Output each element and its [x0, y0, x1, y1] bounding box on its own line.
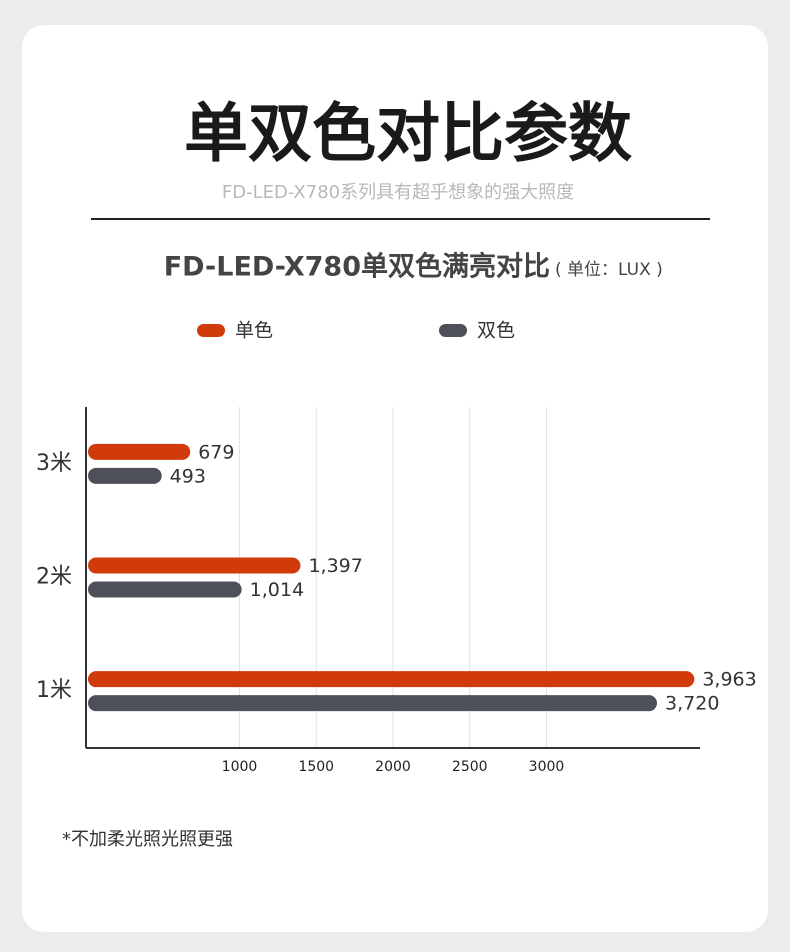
bar — [88, 557, 301, 574]
data-label: 679 — [198, 441, 234, 463]
x-tick-label: 1500 — [298, 759, 334, 775]
page-title: 单双色对比参数 — [184, 98, 632, 172]
chart-title: FD-LED-X780单双色满亮对比 — [164, 251, 550, 283]
x-tick-label: 2000 — [375, 759, 411, 775]
x-tick-label: 1000 — [222, 759, 258, 775]
data-label: 1,014 — [250, 579, 304, 601]
data-label: 1,397 — [308, 555, 362, 577]
y-tick-label: 2米 — [36, 565, 72, 590]
chart-unit: ( 单位：LUX ) — [555, 260, 663, 280]
y-tick-label: 1米 — [36, 678, 72, 703]
page-subtitle: FD-LED-X780系列具有超乎想象的强大照度 — [222, 182, 574, 203]
legend-label: 双色 — [477, 320, 515, 342]
y-tick-label: 3米 — [36, 451, 72, 476]
bar — [88, 581, 242, 598]
legend-label: 单色 — [235, 320, 273, 342]
bar — [88, 695, 658, 712]
x-tick-label: 2500 — [452, 759, 488, 775]
footnote: *不加柔光照光照更强 — [62, 829, 233, 850]
data-label: 3,720 — [665, 693, 719, 715]
data-label: 493 — [170, 465, 206, 487]
legend-swatch — [439, 324, 467, 337]
bar — [88, 671, 695, 688]
x-tick-label: 3000 — [529, 759, 565, 775]
bar — [88, 467, 162, 484]
data-label: 3,963 — [702, 669, 756, 691]
bar — [88, 443, 191, 460]
legend-swatch — [197, 324, 225, 337]
